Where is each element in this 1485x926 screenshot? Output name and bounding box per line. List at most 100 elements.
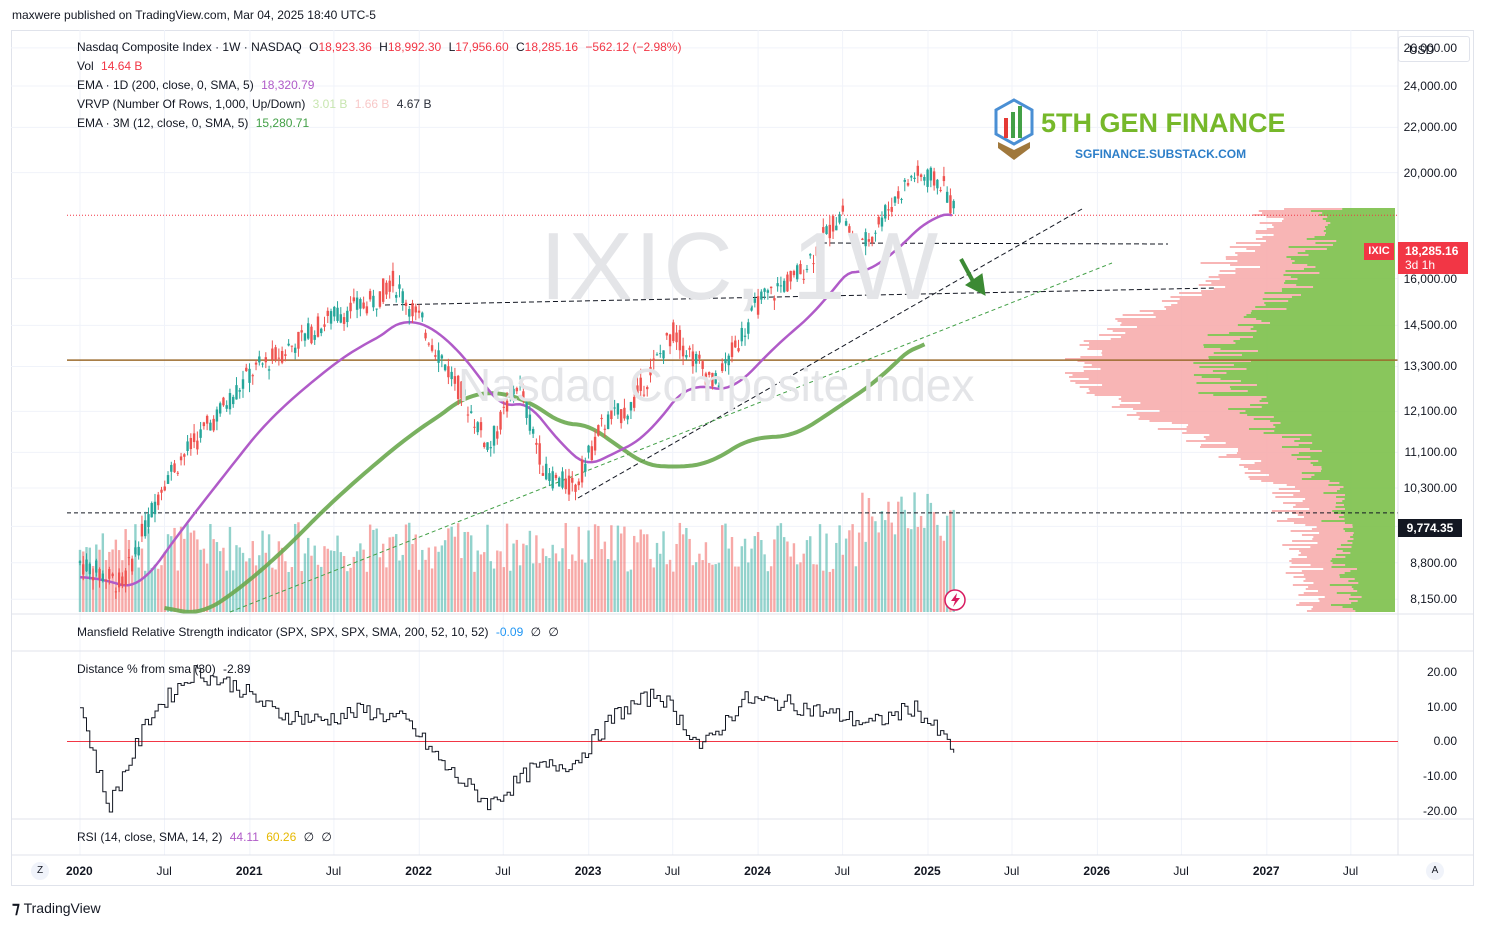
candle-body — [352, 297, 356, 302]
vrvp-row-up — [1338, 516, 1395, 518]
vrvp-row-down — [1111, 406, 1262, 408]
vrvp-row-up — [1310, 456, 1395, 458]
legend-ema2[interactable]: EMA · 3M (12, close, 0, SMA, 5) 15,280.7… — [77, 116, 313, 130]
candle-body — [796, 265, 799, 280]
candle-body — [313, 335, 316, 340]
candle-body — [831, 216, 835, 232]
goto-start-button[interactable]: Z — [31, 862, 49, 880]
legend-close: 18,285.16 — [524, 40, 579, 54]
candle-body — [453, 376, 457, 384]
volume-bar — [258, 555, 261, 612]
volume-bar — [897, 501, 900, 612]
vrvp-row-up — [1285, 280, 1395, 282]
candle-body — [316, 316, 320, 337]
candle-body — [685, 354, 688, 358]
rsi-legend[interactable]: RSI (14, close, SMA, 14, 2) 44.11 60.26 … — [77, 830, 336, 844]
vrvp-row-down — [1296, 604, 1331, 606]
legend-ema1[interactable]: EMA · 1D (200, close, 0, SMA, 5) 18,320.… — [77, 78, 318, 92]
vrvp-row-down — [1305, 578, 1355, 580]
vrvp-row-down — [1115, 318, 1257, 320]
legend-main[interactable]: Nasdaq Composite Index · 1W · NASDAQ O18… — [77, 40, 685, 54]
vrvp-row-up — [1201, 376, 1395, 378]
vrvp-row-down — [1198, 284, 1297, 286]
volume-bar — [424, 559, 427, 612]
vrvp-row-down — [1188, 424, 1274, 426]
volume-bar — [450, 526, 453, 612]
vrvp-row-up — [1300, 294, 1395, 296]
volume-bar — [580, 559, 584, 612]
vrvp-row-down — [1271, 510, 1333, 512]
time-tick-label: 2025 — [914, 864, 941, 878]
volume-bar — [877, 532, 880, 612]
legend-vrvp-down: 1.66 B — [354, 97, 390, 111]
candle-body — [541, 473, 545, 476]
candle-body — [117, 572, 121, 588]
volume-bar — [391, 536, 395, 612]
candle-body — [212, 418, 215, 431]
volume-bar — [867, 497, 871, 612]
candle-body — [525, 402, 528, 418]
candle-body — [681, 345, 685, 357]
volume-bar — [610, 525, 613, 612]
volume-bar — [437, 551, 440, 612]
candle-body — [678, 329, 682, 351]
candle-body — [779, 285, 783, 287]
vrvp-row-up — [1353, 588, 1395, 590]
candle-body — [750, 305, 753, 311]
auto-scale-button[interactable]: A — [1426, 862, 1444, 880]
legend-vrvp-label: VRVP (Number Of Rows, 1,000, Up/Down) — [77, 97, 306, 111]
volume-bar — [339, 552, 342, 612]
volume-bar — [114, 539, 118, 612]
candle-body — [137, 546, 140, 556]
candle-body — [310, 326, 313, 344]
vrvp-row-down — [1276, 520, 1322, 522]
volume-bar — [528, 530, 532, 612]
vrvp-row-up — [1245, 410, 1395, 412]
legend-vol[interactable]: Vol 14.64 B — [77, 59, 146, 73]
volume-bar — [619, 533, 623, 612]
vrvp-row-down — [1213, 288, 1282, 290]
vrvp-row-down — [1236, 452, 1299, 454]
time-tick-label: Jul — [664, 864, 681, 878]
time-tick-label: 2021 — [235, 864, 263, 878]
candle-body — [844, 221, 848, 226]
vrvp-row-down — [1283, 502, 1336, 504]
candle-body — [121, 576, 124, 586]
vrvp-row-down — [1182, 432, 1264, 434]
distance-legend[interactable]: Distance % from sma (30) -2.89 — [77, 662, 254, 676]
vrvp-row-up — [1351, 546, 1395, 548]
candle-body — [196, 440, 199, 450]
vrvp-row-up — [1301, 472, 1395, 474]
candle-body — [261, 363, 264, 365]
vrvp-row-down — [1246, 248, 1327, 250]
candle-body — [606, 414, 610, 430]
volume-bar — [212, 539, 215, 612]
vrvp-row-up — [1257, 350, 1395, 352]
volume-bars — [78, 492, 955, 612]
candle-body — [587, 445, 590, 453]
vrvp-row-up — [1350, 552, 1395, 554]
vrvp-row-down — [1070, 380, 1241, 382]
candle-body — [202, 422, 206, 427]
candle-body — [460, 381, 463, 399]
volume-bar — [456, 523, 460, 612]
volume-bar — [900, 496, 903, 612]
volume-bar — [313, 545, 316, 612]
volume-bar — [701, 560, 704, 612]
brand-logo-icon — [994, 98, 1034, 160]
vrvp-row-down — [1261, 480, 1330, 482]
currency-selector[interactable]: USD — [1398, 36, 1470, 62]
vrvp-row-up — [1228, 408, 1395, 410]
candle-body — [192, 433, 196, 443]
vrvp-row-down — [1237, 254, 1309, 256]
volume-bar — [789, 556, 792, 612]
volume-bar — [613, 560, 616, 612]
mansfield-legend[interactable]: Mansfield Relative Strength indicator (S… — [77, 625, 563, 639]
candle-body — [101, 573, 105, 582]
vrvp-row-up — [1286, 308, 1395, 310]
legend-vrvp[interactable]: VRVP (Number Of Rows, 1,000, Up/Down) 3.… — [77, 97, 435, 111]
vrvp-row-up — [1322, 212, 1395, 214]
tradingview-footer[interactable]: ⁊ TradingView — [12, 898, 101, 918]
vrvp-row-down — [1290, 530, 1345, 532]
